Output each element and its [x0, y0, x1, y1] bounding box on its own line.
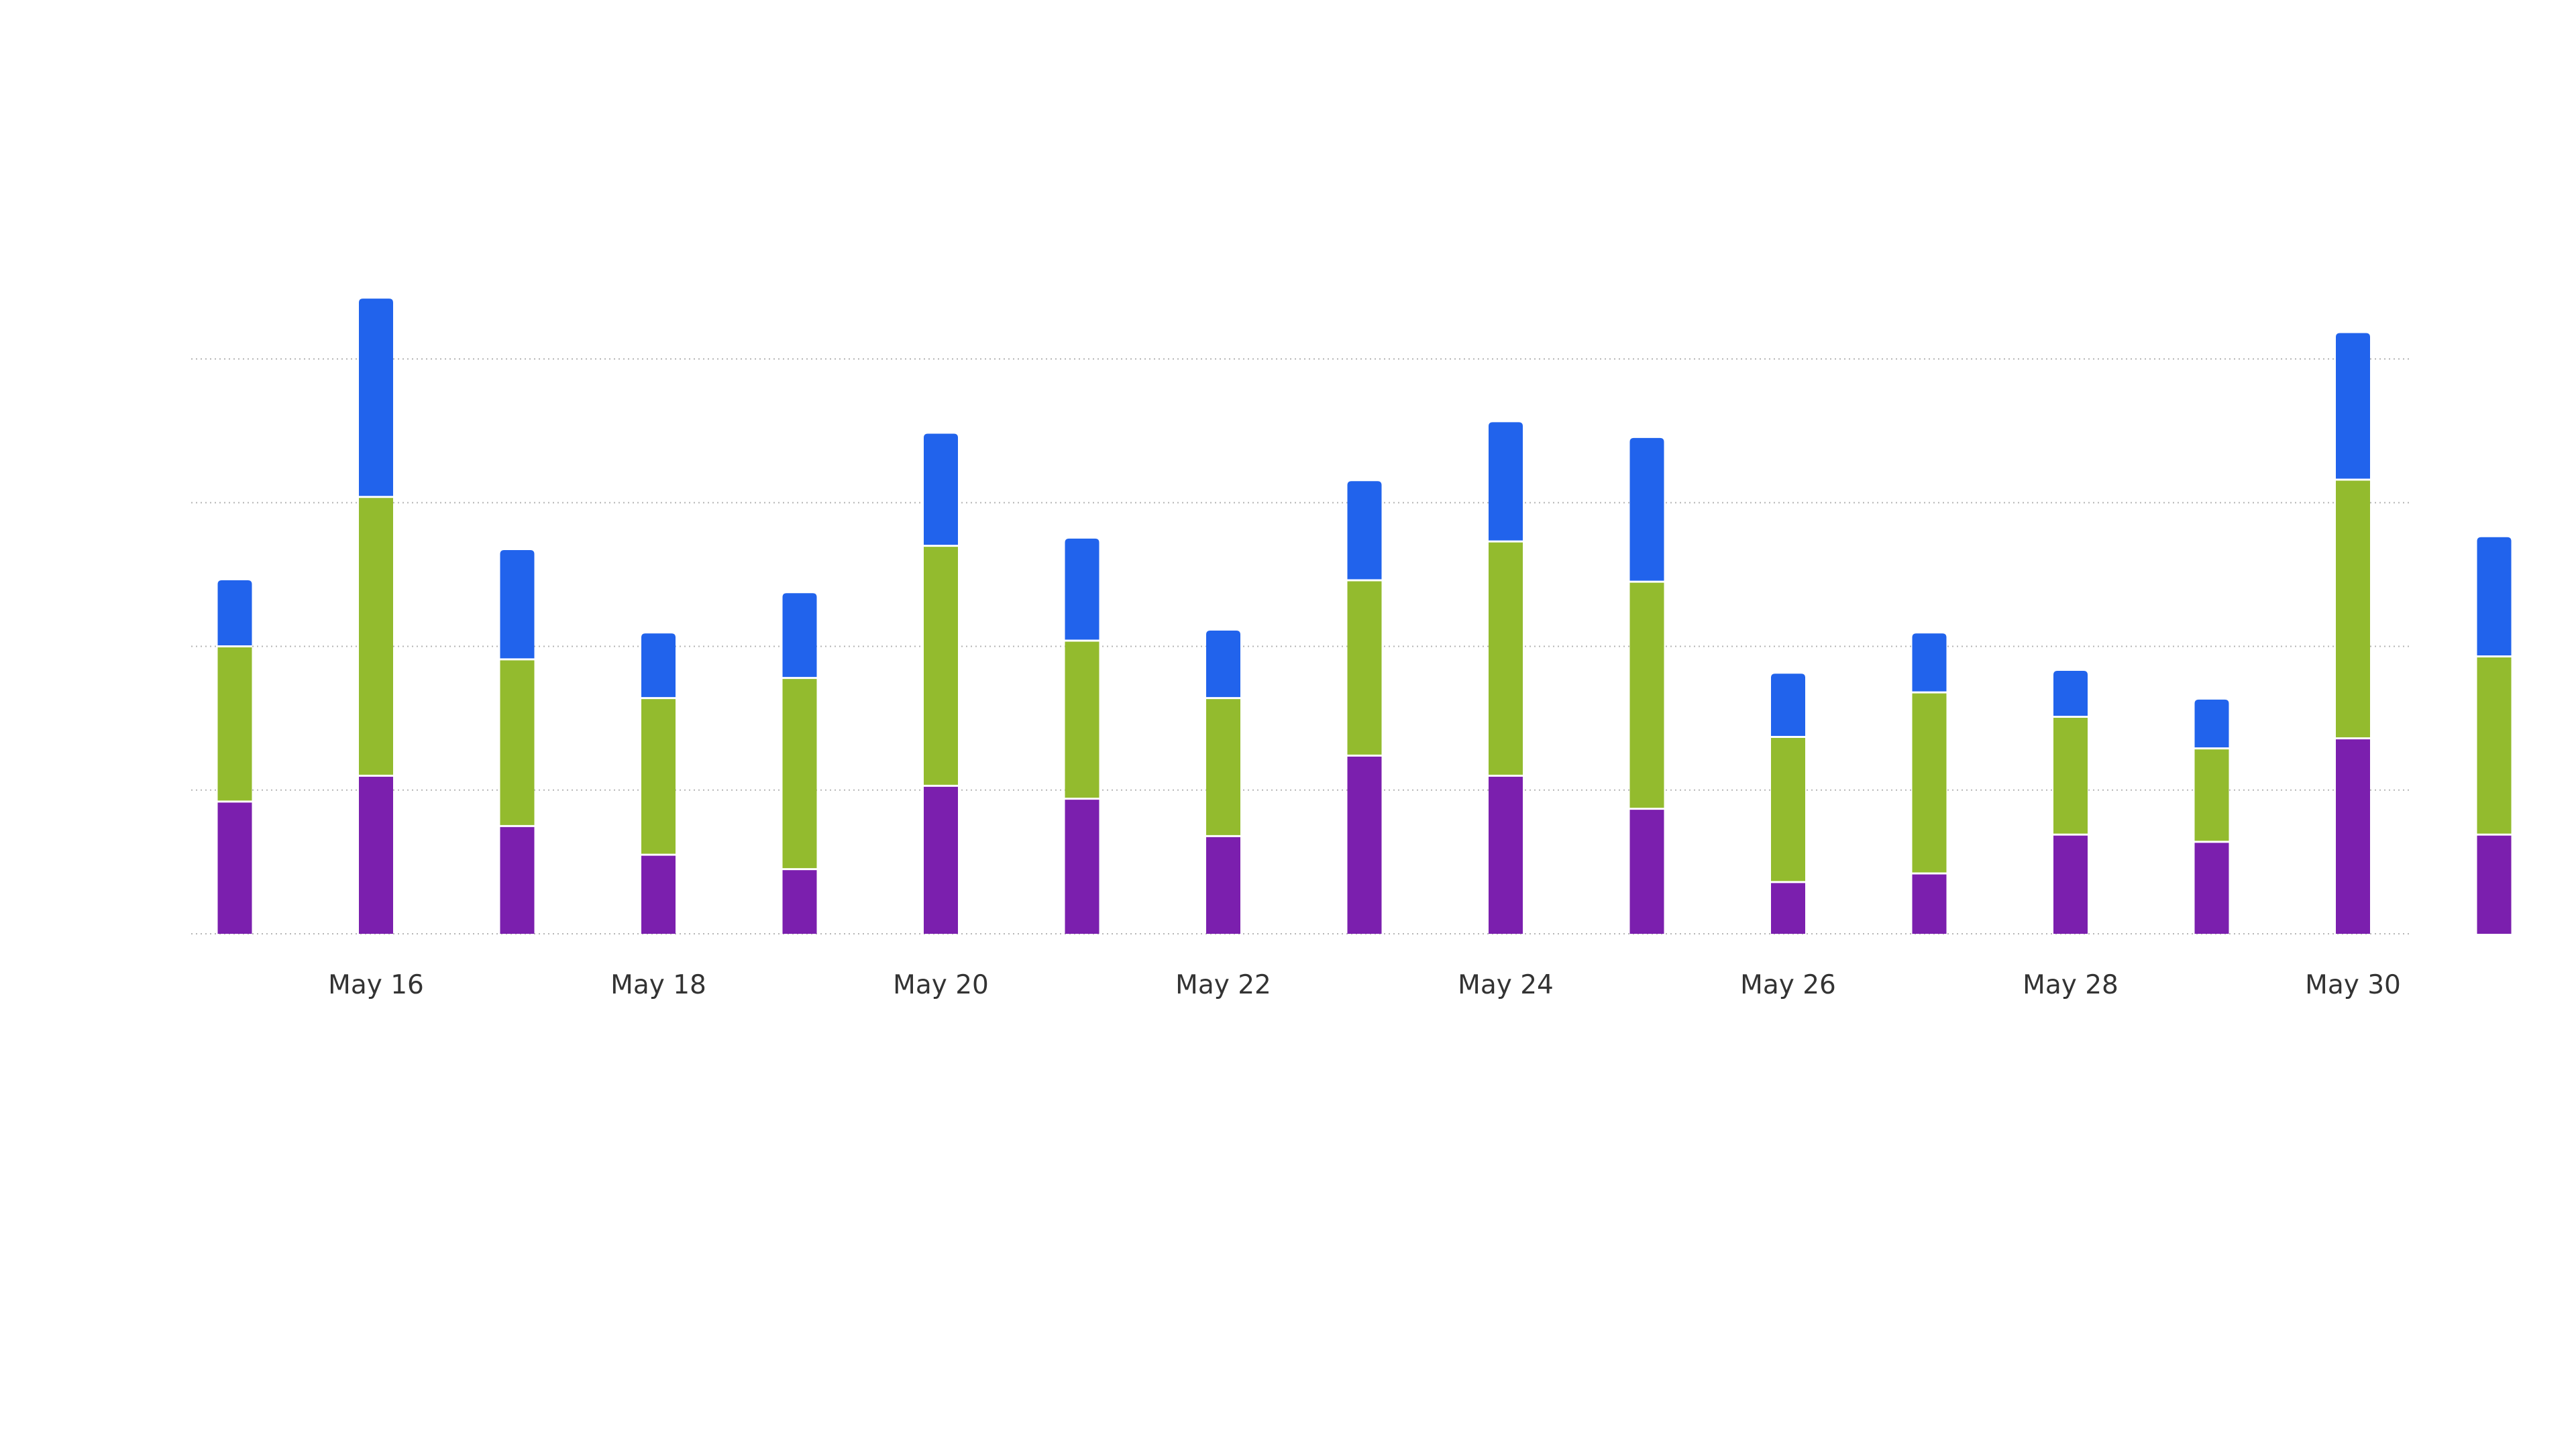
bar-segment: [1489, 422, 1523, 542]
bar-segment: [359, 775, 393, 934]
bar-segment: [1629, 808, 1664, 934]
bar-segment: [1206, 698, 1240, 837]
bar-segment: [1347, 580, 1382, 756]
bar-segment: [2477, 537, 2512, 657]
bar-segment: [1206, 836, 1240, 934]
bar-segment: [500, 550, 535, 659]
bar-segment: [2194, 841, 2229, 934]
bar-segment: [1347, 755, 1382, 934]
bar-segment: [1912, 692, 1947, 874]
bar-segment: [500, 826, 535, 934]
bar-segment: [1912, 873, 1947, 934]
bar-segment: [1912, 633, 1947, 693]
bar-segment: [2053, 835, 2088, 934]
bar-segment: [1771, 674, 1805, 737]
bar-segment: [1489, 541, 1523, 776]
bar-segment: [2336, 333, 2370, 480]
bar-segment: [359, 496, 393, 776]
bar-segment: [1489, 775, 1523, 934]
x-tick-label: May 28: [2023, 970, 2118, 1000]
x-tick-label: May 16: [328, 970, 424, 1000]
bar-segment: [359, 299, 393, 497]
x-tick-label: May 22: [1175, 970, 1271, 1000]
bar-segment: [217, 646, 252, 802]
bar-segment: [2053, 670, 2088, 717]
bar-segment: [1771, 881, 1805, 934]
bar-segment: [1065, 640, 1099, 799]
x-tick-label: May 30: [2305, 970, 2401, 1000]
x-tick-label: May 18: [610, 970, 706, 1000]
gridlines: [191, 358, 2412, 934]
bar-segment: [924, 545, 958, 786]
bar-segment: [782, 869, 817, 934]
bar-segment: [2477, 835, 2512, 934]
x-axis: May 16 May 18 May 20 May 22 May 24 May 26 May …: [328, 970, 2401, 1000]
bar-segment: [1771, 737, 1805, 882]
bar-segment: [924, 433, 958, 546]
bar-segment: [2053, 716, 2088, 835]
bar-segment: [217, 580, 252, 647]
bar-segment: [2194, 699, 2229, 749]
bar-segment: [2477, 656, 2512, 835]
bar-segment: [924, 786, 958, 934]
bar-segment: [1347, 481, 1382, 581]
bar-segment: [2336, 480, 2370, 739]
x-tick-label: May 26: [1740, 970, 1836, 1000]
bar-segment: [1629, 582, 1664, 809]
bar-segment: [2194, 748, 2229, 842]
bar-segment: [1065, 538, 1099, 641]
bar-segment: [641, 633, 676, 698]
bar-segment: [1206, 630, 1240, 698]
bar-segment: [782, 593, 817, 678]
bar-segment: [1629, 437, 1664, 582]
x-tick-label: May 24: [1458, 970, 1554, 1000]
bar-segment: [641, 698, 676, 855]
x-tick-label: May 20: [893, 970, 989, 1000]
bar-segment: [500, 659, 535, 826]
bar-segment: [2336, 738, 2370, 934]
bars: [217, 299, 2512, 934]
bar-segment: [641, 855, 676, 934]
bar-segment: [1065, 798, 1099, 934]
bar-segment: [217, 801, 252, 934]
bar-segment: [782, 678, 817, 869]
